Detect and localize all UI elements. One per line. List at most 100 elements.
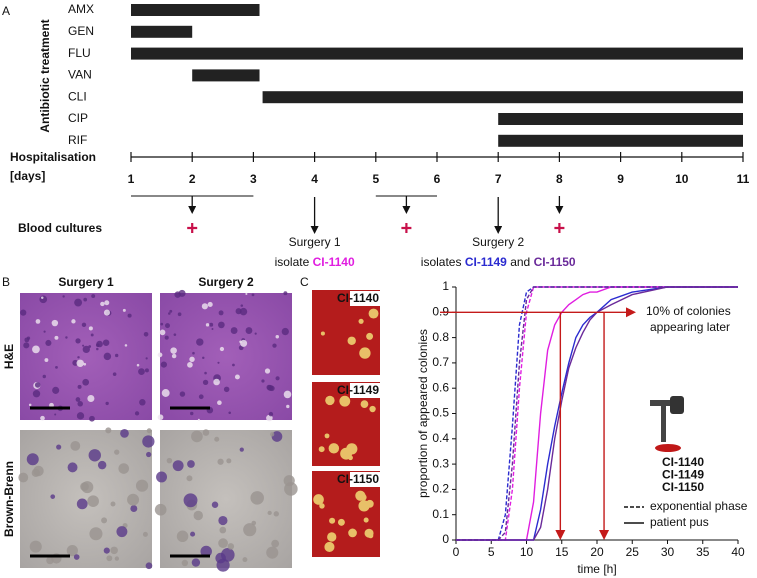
x-tick-label: 3 <box>250 172 257 186</box>
x-tick-label: 4 <box>311 172 318 186</box>
cell <box>207 301 213 308</box>
x-tick-label: 8 <box>556 172 563 186</box>
cell <box>227 543 235 550</box>
cell <box>145 357 148 360</box>
cell <box>135 479 149 492</box>
cell <box>103 309 110 316</box>
cell <box>65 336 68 339</box>
colony <box>313 494 324 505</box>
cell <box>177 312 182 317</box>
cell <box>245 292 248 296</box>
treatment-bar <box>131 4 260 16</box>
cell <box>198 394 204 400</box>
surgery-title: Surgery 1 <box>289 235 341 249</box>
cell <box>267 384 274 391</box>
cell <box>82 344 85 347</box>
cell <box>172 460 184 472</box>
cell <box>45 339 52 347</box>
treatment-bar <box>131 25 193 38</box>
y-tick-label: 0.1 <box>432 507 449 521</box>
task-label: AMX <box>68 2 94 16</box>
cell <box>54 335 59 340</box>
cell <box>114 449 120 455</box>
cell <box>240 304 244 307</box>
x-tick-label: 35 <box>696 545 710 559</box>
cell <box>43 330 46 333</box>
cell <box>144 368 149 373</box>
cell <box>89 415 95 422</box>
cell <box>52 386 60 394</box>
legend-entry: CI-1140 <box>662 455 704 469</box>
x-axis-label: Hospitalisation <box>10 150 96 164</box>
y-tick-label: 1 <box>442 279 449 293</box>
cell <box>200 545 212 558</box>
panel-letter: A <box>2 4 10 18</box>
cell <box>127 313 132 318</box>
cell <box>271 539 280 548</box>
positive-culture <box>187 223 198 233</box>
text-part: and <box>510 255 530 269</box>
cell <box>28 403 32 407</box>
cell <box>242 557 248 563</box>
cell <box>20 309 27 316</box>
cell <box>102 339 110 346</box>
cell <box>134 411 140 416</box>
cell <box>77 356 80 359</box>
cell <box>218 538 228 548</box>
cell <box>234 374 240 380</box>
cell <box>101 517 108 524</box>
cell <box>114 353 119 358</box>
cell <box>284 482 298 496</box>
cell <box>42 374 46 379</box>
cell <box>143 331 149 337</box>
task-label: RIF <box>68 133 87 147</box>
cell <box>154 503 167 516</box>
row-header: H&E <box>2 344 16 369</box>
cell <box>97 460 107 470</box>
cell <box>211 501 219 509</box>
cell <box>157 414 164 421</box>
y-axis-label: proportion of appeared colonies <box>416 329 430 498</box>
cell <box>74 298 83 307</box>
cell <box>169 309 173 313</box>
cell <box>217 400 222 406</box>
cell <box>215 552 226 564</box>
cell <box>202 356 205 360</box>
cell <box>272 343 277 348</box>
cell <box>51 319 59 327</box>
blood-cultures-label: Blood cultures <box>18 221 102 235</box>
cell <box>62 295 65 298</box>
x-axis-label: [days] <box>10 169 45 183</box>
colony <box>324 433 330 439</box>
x-tick-label: 25 <box>626 545 640 559</box>
cell <box>245 327 253 334</box>
cell <box>275 335 280 339</box>
panel-letter: C <box>300 275 309 289</box>
x-tick-label: 1 <box>128 172 135 186</box>
cell <box>82 378 90 386</box>
cell <box>32 345 40 354</box>
column-header: Surgery 2 <box>198 275 254 289</box>
colony <box>364 528 374 538</box>
plate-label-box <box>350 291 380 306</box>
cell <box>114 556 120 561</box>
cell <box>75 338 81 344</box>
colony <box>347 336 356 345</box>
cell <box>75 397 81 402</box>
cell <box>127 493 140 506</box>
cell <box>118 463 130 474</box>
cell <box>209 322 214 327</box>
colony <box>325 395 335 406</box>
treatment-bar <box>498 134 743 147</box>
cell <box>270 432 275 437</box>
task-label: VAN <box>68 68 92 82</box>
camera-icon <box>670 396 684 414</box>
cell <box>228 411 231 415</box>
cell <box>226 458 232 464</box>
treatment-bar <box>498 113 743 125</box>
y-tick-label: 0.9 <box>432 304 449 318</box>
legend-entry: CI-1150 <box>662 480 704 494</box>
cell <box>103 547 110 554</box>
cell <box>261 379 265 383</box>
cell <box>81 322 87 328</box>
